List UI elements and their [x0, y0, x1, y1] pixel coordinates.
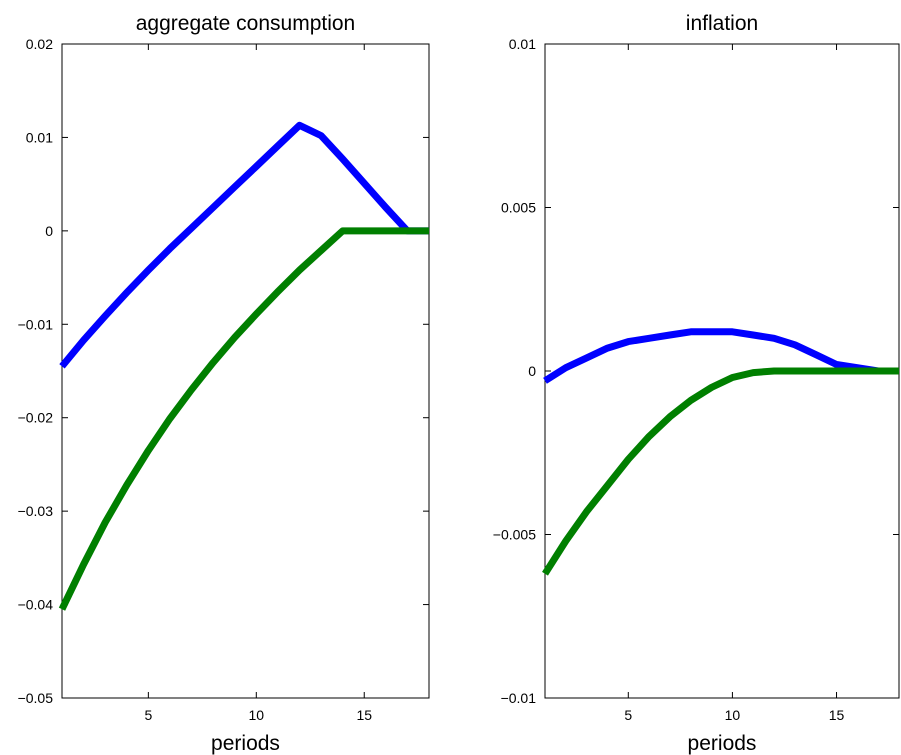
y-tick-label: −0.01 — [501, 690, 537, 706]
x-axis-label: periods — [211, 732, 280, 755]
x-axis-label: periods — [688, 732, 757, 755]
ticks: 5 10 15 −0.05 −0.04 −0.03 −0.02 −0.01 0 0.01 0.02 — [18, 36, 429, 723]
series-line-1 — [543, 328, 899, 384]
series-line-2 — [542, 367, 899, 576]
y-tick-label: −0.01 — [18, 316, 54, 332]
y-tick-label: 0 — [528, 363, 536, 379]
y-tick-label: 0.01 — [26, 129, 53, 145]
x-tick-label: 10 — [725, 707, 741, 723]
x-tick-label: 15 — [829, 707, 845, 723]
panel-inflation: inflation 5 10 15 −0.01 −0.005 0 0.005 0.01 per… — [493, 12, 900, 755]
series-line-2 — [58, 227, 429, 611]
y-tick-label: −0.005 — [493, 527, 536, 543]
y-tick-label: −0.05 — [18, 690, 54, 706]
plot-area — [61, 43, 430, 699]
y-tick-label: 0.005 — [501, 200, 536, 216]
x-tick-label: 10 — [249, 707, 265, 723]
series-line-1 — [59, 121, 429, 369]
panel-aggregate-consumption: aggregate consumption 5 10 15 −0.05 −0.04 −0.… — [18, 12, 430, 755]
series-lines — [58, 121, 429, 611]
chart-title: inflation — [686, 12, 758, 35]
x-tick-label: 15 — [356, 707, 372, 723]
x-tick-label: 5 — [624, 707, 632, 723]
y-tick-label: −0.03 — [18, 503, 54, 519]
ticks: 5 10 15 −0.01 −0.005 0 0.005 0.01 — [493, 36, 899, 723]
y-tick-label: −0.04 — [18, 597, 54, 613]
y-tick-label: 0.01 — [509, 36, 536, 52]
y-tick-label: −0.02 — [18, 410, 54, 426]
x-tick-label: 5 — [144, 707, 152, 723]
y-tick-label: 0.02 — [26, 36, 53, 52]
y-tick-label: 0 — [45, 223, 53, 239]
chart-title: aggregate consumption — [136, 12, 356, 35]
series-lines — [542, 328, 899, 576]
